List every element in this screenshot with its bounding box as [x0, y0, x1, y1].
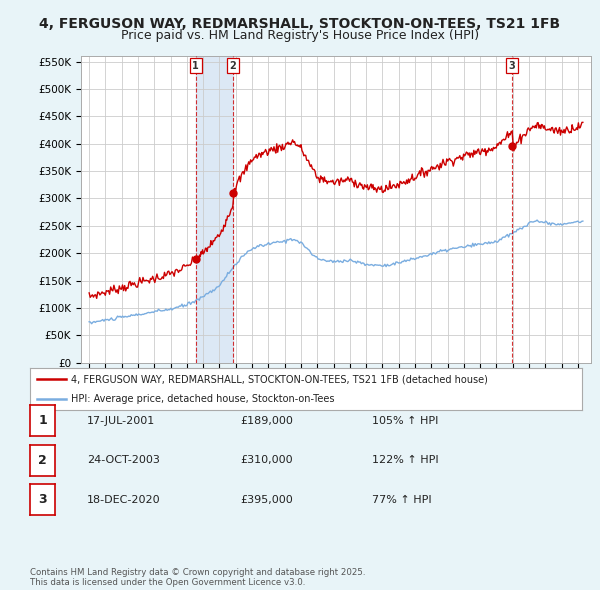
Text: £310,000: £310,000: [240, 455, 293, 465]
Text: 1: 1: [38, 414, 47, 427]
Text: 4, FERGUSON WAY, REDMARSHALL, STOCKTON-ON-TEES, TS21 1FB: 4, FERGUSON WAY, REDMARSHALL, STOCKTON-O…: [40, 17, 560, 31]
Text: 77% ↑ HPI: 77% ↑ HPI: [372, 495, 431, 504]
Text: 24-OCT-2003: 24-OCT-2003: [87, 455, 160, 465]
Text: 2: 2: [229, 61, 236, 71]
Text: HPI: Average price, detached house, Stockton-on-Tees: HPI: Average price, detached house, Stoc…: [71, 394, 335, 404]
Text: 4, FERGUSON WAY, REDMARSHALL, STOCKTON-ON-TEES, TS21 1FB (detached house): 4, FERGUSON WAY, REDMARSHALL, STOCKTON-O…: [71, 374, 488, 384]
Text: 105% ↑ HPI: 105% ↑ HPI: [372, 416, 439, 425]
Text: 3: 3: [38, 493, 47, 506]
Text: £395,000: £395,000: [240, 495, 293, 504]
Text: Price paid vs. HM Land Registry's House Price Index (HPI): Price paid vs. HM Land Registry's House …: [121, 30, 479, 42]
Text: 3: 3: [509, 61, 515, 71]
Text: 2: 2: [38, 454, 47, 467]
Text: Contains HM Land Registry data © Crown copyright and database right 2025.
This d: Contains HM Land Registry data © Crown c…: [30, 568, 365, 587]
Bar: [196, 56, 233, 363]
Text: £189,000: £189,000: [240, 416, 293, 425]
Text: 122% ↑ HPI: 122% ↑ HPI: [372, 455, 439, 465]
Text: 18-DEC-2020: 18-DEC-2020: [87, 495, 161, 504]
Text: 17-JUL-2001: 17-JUL-2001: [87, 416, 155, 425]
Text: 1: 1: [193, 61, 199, 71]
